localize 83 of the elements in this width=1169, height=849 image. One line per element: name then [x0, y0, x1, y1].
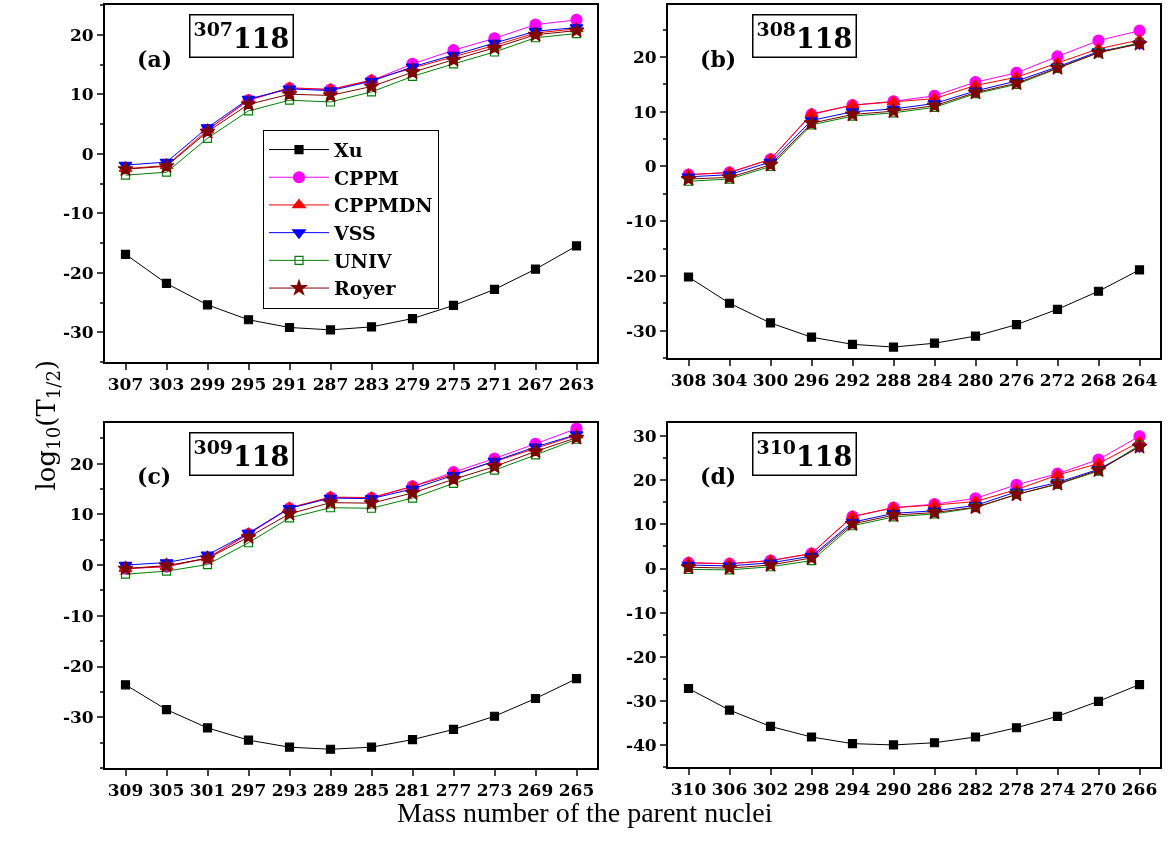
y-tick-label: 0: [81, 143, 94, 164]
x-tick-label: 303: [148, 374, 185, 395]
x-tick-label: 308: [670, 370, 707, 391]
legend-label: CPPM: [334, 166, 399, 189]
y-tick-label: -30: [62, 707, 94, 728]
x-tick-label: 276: [998, 370, 1035, 391]
legend-label: VSS: [333, 222, 376, 245]
legend-label: Xu: [334, 138, 363, 161]
annotation: $^{310}$118: [756, 436, 853, 472]
annotation: (b): [700, 46, 737, 72]
x-tick-label: 288: [875, 370, 912, 391]
x-tick-label: 289: [312, 780, 349, 801]
y-tick-label: -10: [62, 605, 94, 626]
x-tick-label: 298: [793, 779, 830, 800]
y-tick-label: -40: [625, 734, 657, 755]
x-tick-label: 263: [558, 374, 595, 395]
x-tick-label: 274: [1039, 779, 1076, 800]
x-tick-label: 297: [230, 780, 267, 801]
x-tick-label: 264: [1121, 370, 1158, 391]
y-tick-label: 0: [644, 558, 657, 579]
x-tick-label: 295: [230, 374, 267, 395]
x-tick-label: 309: [107, 780, 144, 801]
x-tick-label: 307: [107, 374, 144, 395]
annotation: $^{308}$118: [756, 18, 853, 54]
x-tick-label: 292: [834, 370, 871, 391]
y-tick-label: 20: [69, 453, 94, 474]
x-tick-label: 302: [752, 779, 789, 800]
x-tick-label: 266: [1121, 779, 1158, 800]
y-tick-label: -30: [625, 690, 657, 711]
x-tick-label: 310: [670, 779, 707, 800]
x-tick-label: 271: [476, 374, 513, 395]
x-tick-label: 267: [517, 374, 554, 395]
x-tick-label: 270: [1080, 779, 1117, 800]
x-tick-label: 286: [916, 779, 953, 800]
x-tick-label: 284: [916, 370, 953, 391]
y-tick-label: 30: [632, 426, 657, 447]
x-tick-label: 283: [353, 374, 390, 395]
x-tick-label: 268: [1080, 370, 1117, 391]
y-tick-label: 10: [69, 84, 94, 105]
x-tick-label: 291: [271, 374, 308, 395]
y-tick-label: 0: [81, 555, 94, 576]
legend-label: Royer: [334, 277, 397, 300]
y-tick-label: -20: [62, 262, 94, 283]
x-tick-label: 280: [957, 370, 994, 391]
annotation: (a): [137, 46, 173, 72]
x-tick-label: 290: [875, 779, 912, 800]
x-tick-label: 285: [353, 780, 390, 801]
y-tick-label: -20: [625, 646, 657, 667]
x-tick-label: 279: [394, 374, 431, 395]
x-tick-label: 275: [435, 374, 472, 395]
annotation: (d): [700, 463, 737, 489]
legend-label: UNIV: [334, 249, 393, 272]
y-tick-label: 20: [632, 46, 657, 67]
x-tick-label: 278: [998, 779, 1035, 800]
y-tick-label: 10: [69, 504, 94, 525]
x-tick-label: 287: [312, 374, 349, 395]
y-tick-label: -30: [62, 322, 94, 343]
x-tick-label: 304: [711, 370, 748, 391]
y-tick-label: -20: [62, 656, 94, 677]
x-tick-label: 282: [957, 779, 994, 800]
x-tick-label: 294: [834, 779, 871, 800]
x-tick-label: 296: [793, 370, 830, 391]
legend-label: CPPMDN: [334, 194, 433, 217]
annotation: $^{309}$118: [193, 436, 290, 472]
x-tick-label: 306: [711, 779, 748, 800]
x-tick-label: 305: [148, 780, 185, 801]
y-tick-label: -30: [625, 320, 657, 341]
x-tick-label: 293: [271, 780, 308, 801]
x-tick-label: 301: [189, 780, 226, 801]
x-tick-label: 272: [1039, 370, 1076, 391]
y-tick-label: 10: [632, 514, 657, 535]
y-tick-label: -20: [625, 265, 657, 286]
y-tick-label: 0: [644, 156, 657, 177]
annotation: (c): [137, 463, 172, 489]
y-tick-label: 20: [69, 24, 94, 45]
y-tick-label: 10: [632, 101, 657, 122]
x-tick-label: 300: [752, 370, 789, 391]
y-tick-label: 20: [632, 470, 657, 491]
y-tick-label: -10: [625, 602, 657, 623]
annotation: $^{307}$118: [193, 18, 290, 54]
x-tick-label: 299: [189, 374, 226, 395]
y-tick-label: -10: [62, 203, 94, 224]
y-tick-label: -10: [625, 211, 657, 232]
